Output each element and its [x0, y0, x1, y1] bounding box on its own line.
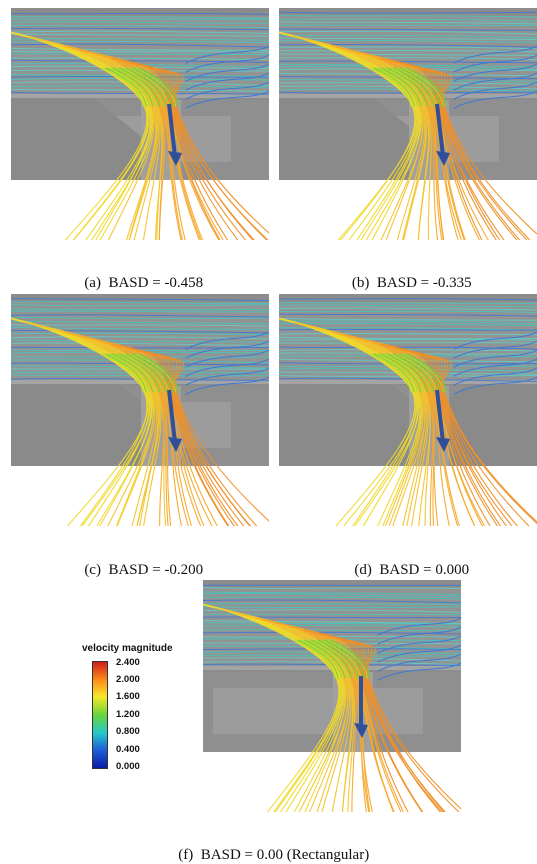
legend-colorbar	[92, 661, 108, 769]
panel-c	[11, 294, 269, 526]
legend-tick: 0.400	[116, 744, 140, 755]
caption-f: (f) BASD = 0.00 (Rectangular)	[178, 847, 370, 863]
legend-tick: 2.400	[116, 657, 140, 668]
caption-b: (b) BASD = -0.335	[351, 275, 472, 291]
legend-tick: 1.600	[116, 691, 140, 702]
legend-tick: 0.000	[116, 761, 140, 772]
legend-tick: 2.000	[116, 674, 140, 685]
streamline-figure-c	[11, 294, 269, 526]
legend-tick: 0.800	[116, 726, 140, 737]
caption-c: (c) BASD = -0.200	[84, 562, 204, 578]
streamline-figure-d	[279, 294, 537, 526]
streamline-figure-f	[203, 580, 461, 812]
panel-a	[11, 8, 269, 240]
streamline-figure-a	[11, 8, 269, 240]
velocity-legend: velocity magnitude 2.400 2.000 1.600 1.2…	[64, 643, 214, 783]
legend-tick: 1.200	[116, 709, 140, 720]
legend-title: velocity magnitude	[82, 643, 173, 654]
panel-d	[279, 294, 537, 526]
panel-b	[279, 8, 537, 240]
caption-a: (a) BASD = -0.458	[84, 275, 204, 291]
caption-d: (d) BASD = 0.000	[354, 562, 470, 578]
panel-f	[203, 580, 461, 812]
streamline-figure-b	[279, 8, 537, 240]
